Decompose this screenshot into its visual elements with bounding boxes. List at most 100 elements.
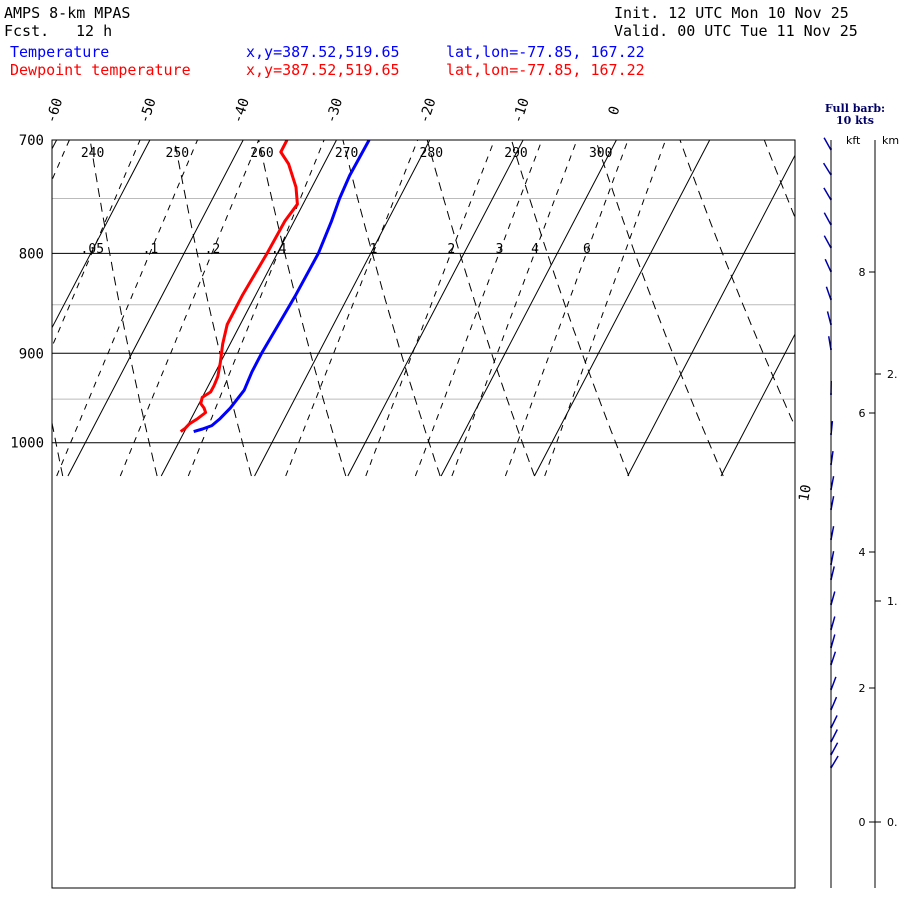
- mixing-ratio-label: .4: [271, 242, 287, 257]
- temperature-tick-label: -60: [43, 96, 66, 125]
- pressure-tick-label: 700: [19, 133, 44, 149]
- mixing-ratio-line: [56, 140, 199, 477]
- km-tick-label: 2.: [887, 368, 898, 381]
- wind-barb-feather: [830, 696, 838, 711]
- wind-barb-feather: [824, 258, 832, 273]
- wind-barb-feather: [823, 187, 832, 201]
- dry-adiabat-label: 270: [335, 146, 358, 161]
- wind-barbs: 10: [796, 137, 839, 769]
- dry-adiabat-label: 240: [81, 146, 104, 161]
- wind-speed-label: 10: [796, 483, 815, 502]
- dry-adiabat-label: 300: [589, 146, 612, 161]
- forecast-label: Fcst.: [4, 22, 50, 40]
- forecast-hour: 12 h: [76, 22, 113, 40]
- dry-adiabat: [426, 140, 535, 477]
- isotherm-line: [720, 333, 795, 477]
- dewpoint-profile: [179, 140, 299, 433]
- pressure-tick-label: 800: [19, 246, 44, 262]
- temperature-tick-label: -10: [510, 96, 533, 125]
- dewpoint-xy: x,y=387.52,519.65: [246, 61, 400, 79]
- mixing-ratio-label: 3: [496, 242, 504, 257]
- barb-legend-line2: 10 kts: [836, 114, 874, 127]
- dry-adiabat: [89, 140, 158, 477]
- legend-temperature: Temperature: [10, 43, 110, 61]
- mixing-ratio-label: 4: [531, 242, 539, 257]
- kft-tick-label: 4: [859, 546, 866, 559]
- mixing-ratio-label: 2: [447, 242, 455, 257]
- kft-tick-label: 0: [859, 816, 866, 829]
- legend-dewpoint: Dewpoint temperature: [10, 61, 191, 79]
- dry-adiabat: [510, 140, 630, 477]
- wind-barb-feather: [823, 137, 832, 151]
- dry-adiabat: [844, 128, 900, 476]
- isotherm-line: [160, 140, 337, 477]
- pressure-tick-label: 1000: [10, 436, 44, 452]
- isotherm-line: [52, 140, 151, 329]
- isotherm-line: [440, 140, 617, 477]
- temperature-tick-label: -30: [323, 96, 346, 125]
- mixing-ratio-line: [285, 140, 419, 477]
- dry-adiabat-label: 260: [250, 146, 273, 161]
- dry-adiabat-label: 280: [420, 146, 443, 161]
- wind-barb-feather: [830, 591, 836, 606]
- chart-grid: [52, 128, 900, 477]
- dry-adiabat: [52, 420, 64, 477]
- dry-adiabat: [258, 140, 347, 477]
- km-tick-label: 1.: [887, 595, 898, 608]
- temperature-tick-label: 0: [606, 104, 624, 117]
- wind-barb-feather: [830, 676, 837, 691]
- dry-adiabat: [173, 140, 252, 477]
- dry-adiabat: [679, 140, 795, 428]
- wind-barb-feather: [823, 235, 832, 249]
- init-time: Init. 12 UTC Mon 10 Nov 25: [614, 4, 849, 22]
- mixing-ratio-line: [544, 140, 667, 477]
- wind-barb-feather: [825, 286, 832, 301]
- mixing-ratio-line: [119, 140, 260, 477]
- isotherm-line: [814, 140, 900, 476]
- wind-barb-feather: [830, 616, 836, 631]
- pressure-tick-label: 900: [19, 346, 44, 362]
- isotherm-line: [627, 154, 795, 477]
- wind-barb-feather: [830, 715, 838, 729]
- wind-barb-feather: [830, 634, 836, 649]
- wind-barb-feather: [822, 162, 832, 176]
- isotherm-line: [347, 140, 524, 477]
- kft-axis-label: kft: [846, 134, 861, 147]
- mixing-ratio-line: [187, 140, 325, 477]
- mixing-ratio-line: [414, 140, 543, 477]
- wind-barb-feather: [826, 311, 832, 326]
- height-axis: 0 2 4 6 8 0. 1. 2.: [830, 140, 898, 888]
- mixing-ratio-label: .05: [81, 242, 104, 257]
- wind-barb-feather: [830, 729, 838, 743]
- dry-adiabat: [763, 140, 795, 219]
- wind-barb-feather: [830, 651, 837, 666]
- mixing-ratio-label: .1: [143, 242, 159, 257]
- temperature-tick-label: -50: [137, 96, 160, 125]
- dry-adiabat: [342, 140, 441, 477]
- km-axis-label: km: [882, 134, 899, 147]
- temperature-tick-label: -40: [230, 96, 253, 125]
- kft-tick-label: 8: [859, 266, 866, 279]
- mixing-ratio-label: 6: [583, 242, 591, 257]
- dry-adiabat: [595, 140, 724, 477]
- isotherm-line: [67, 140, 244, 477]
- dry-adiabat-label: 250: [166, 146, 189, 161]
- dry-adiabat-label: 290: [504, 146, 527, 161]
- kft-tick-label: 6: [859, 407, 866, 420]
- wind-barb-feather: [823, 212, 832, 226]
- isotherm-line: [52, 140, 58, 150]
- mixing-ratio-line: [365, 140, 496, 477]
- mixing-ratio-line: [504, 140, 629, 477]
- isotherm-line: [254, 140, 431, 477]
- valid-time: Valid. 00 UTC Tue 11 Nov 25: [614, 22, 858, 40]
- mixing-ratio-label: .2: [205, 242, 221, 257]
- kft-tick-label: 2: [859, 682, 866, 695]
- temperature-latlon: lat,lon=-77.85, 167.22: [446, 43, 645, 61]
- chart-series: [179, 140, 371, 434]
- mixing-ratio-line: [451, 140, 578, 477]
- mixing-ratio-line: [52, 140, 141, 348]
- mixing-ratio-line: [52, 140, 70, 182]
- model-title: AMPS 8-km MPAS: [4, 4, 131, 22]
- wind-barb-feather: [830, 755, 839, 769]
